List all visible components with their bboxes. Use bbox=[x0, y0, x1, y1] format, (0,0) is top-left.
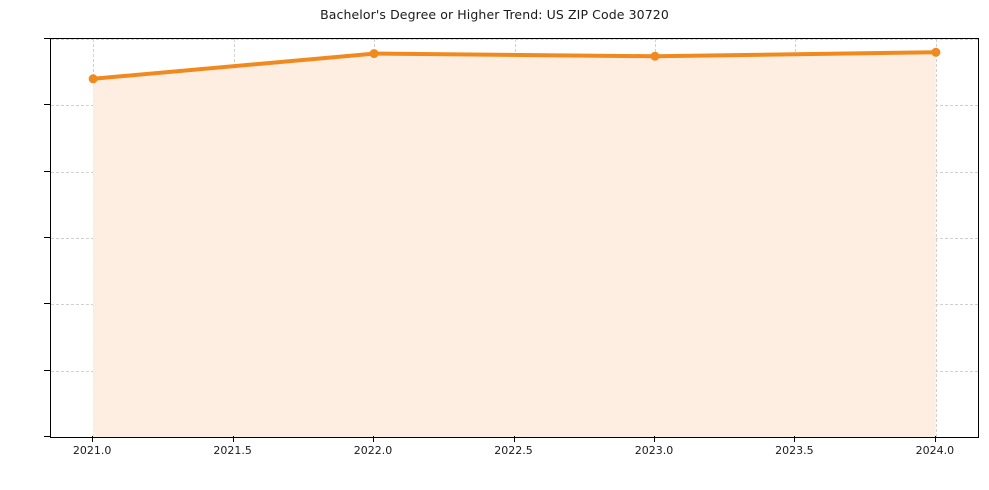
chart-title: Bachelor's Degree or Higher Trend: US ZI… bbox=[320, 7, 669, 22]
x-axis-tick-label: 2023.0 bbox=[634, 444, 674, 457]
gridline-vertical bbox=[935, 39, 937, 437]
data-point-marker bbox=[931, 47, 941, 57]
series-area-line bbox=[88, 47, 941, 437]
data-point-marker bbox=[88, 74, 98, 84]
data-point-markers bbox=[88, 47, 941, 84]
data-point-marker bbox=[369, 49, 379, 59]
x-axis-tick-label: 2022.5 bbox=[494, 444, 533, 457]
trend-line bbox=[91, 50, 938, 81]
data-point-marker bbox=[650, 51, 660, 61]
x-axis-tick-label: 2024.0 bbox=[915, 444, 955, 457]
x-axis-tick-label: 2021.0 bbox=[72, 444, 112, 457]
x-axis-tick-label: 2022.0 bbox=[353, 444, 393, 457]
plot-inner bbox=[51, 39, 978, 437]
x-axis-tick-label: 2021.5 bbox=[213, 444, 252, 457]
x-axis-tick-label: 2023.5 bbox=[775, 444, 814, 457]
area-fill bbox=[93, 52, 936, 437]
plot-area bbox=[50, 38, 979, 438]
